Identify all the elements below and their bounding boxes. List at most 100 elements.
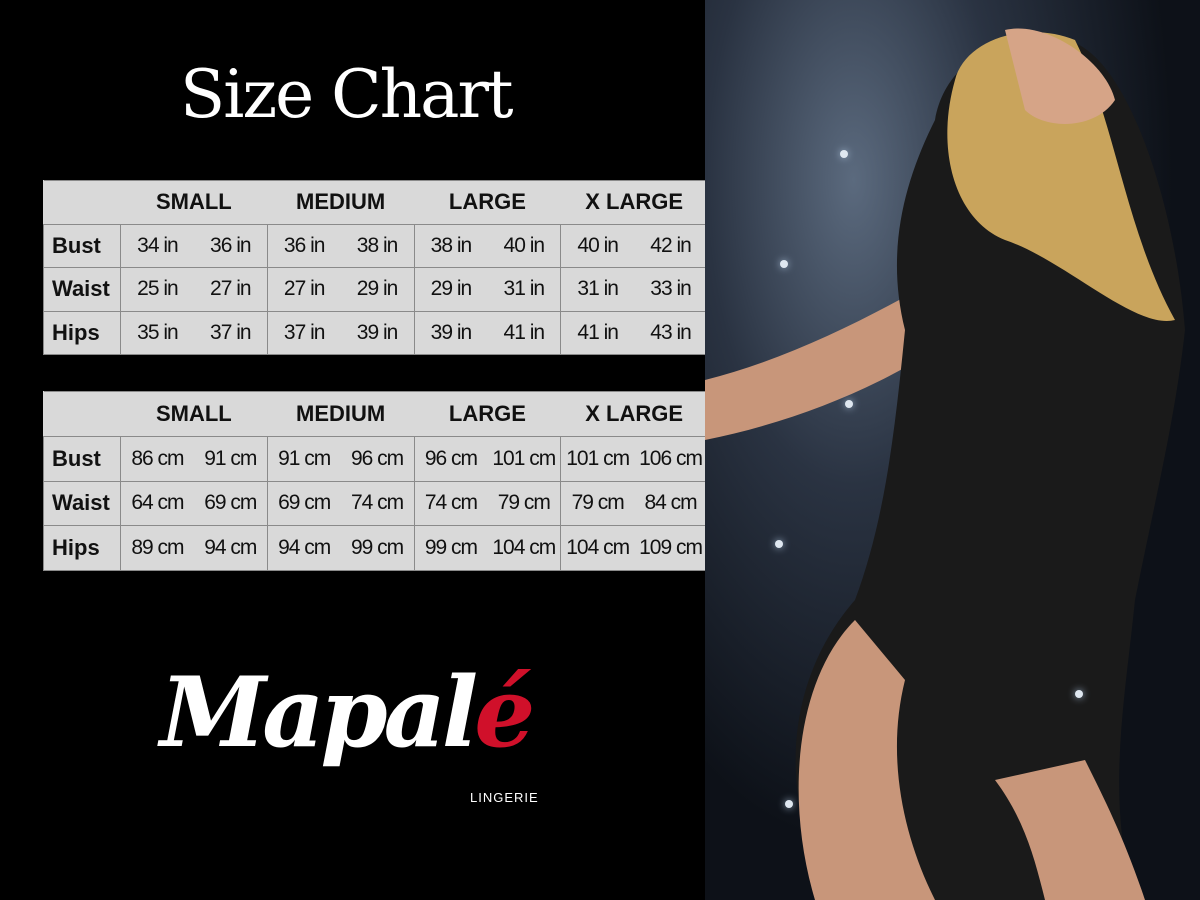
max-value: 84 cm <box>644 491 697 515</box>
size-range-cell: 40 in 42 in <box>560 223 708 268</box>
max-value: 36 in <box>210 233 252 257</box>
table-row: Waist 64 cm 69 cm 69 cm 74 cm 74 cm 79 cm 79 cm… <box>43 480 708 527</box>
max-value: 74 cm <box>350 491 404 515</box>
measure-label: Bust <box>43 223 121 268</box>
logo-wordmark: Mapalé <box>160 665 535 761</box>
max-value: 31 in <box>503 277 546 301</box>
min-value: 40 in <box>577 233 619 257</box>
size-header: LARGE <box>414 391 561 437</box>
size-header: MEDIUM <box>267 180 414 225</box>
size-range-cell: 74 cm 79 cm <box>413 480 562 527</box>
min-value: 25 in <box>137 277 179 301</box>
measure-label: Hips <box>43 310 121 355</box>
size-header: X LARGE <box>560 180 708 225</box>
measure-label: Waist <box>43 480 121 527</box>
max-value: 99 cm <box>350 536 404 560</box>
max-value: 38 in <box>356 233 399 257</box>
min-value: 29 in <box>430 277 473 301</box>
min-value: 91 cm <box>278 446 331 470</box>
size-range-cell: 96 cm 101 cm <box>413 435 562 482</box>
size-range-cell: 39 in 41 in <box>413 310 562 355</box>
page-title: Size Chart <box>180 56 514 133</box>
logo-subtitle: LINGERIE <box>470 790 539 805</box>
tuft-button <box>845 400 853 408</box>
size-range-cell: 64 cm 69 cm <box>120 480 268 527</box>
size-header: SMALL <box>120 180 268 225</box>
min-value: 36 in <box>283 233 326 257</box>
table-row: Hips 89 cm 94 cm 94 cm 99 cm 99 cm 104 cm 104 c… <box>43 525 708 571</box>
max-value: 41 in <box>503 320 546 344</box>
max-value: 109 cm <box>639 536 703 560</box>
header-row: SMALL MEDIUM LARGE X LARGE <box>43 391 708 437</box>
size-range-cell: 104 cm 109 cm <box>560 525 708 571</box>
model-photo <box>705 0 1200 900</box>
size-range-cell: 101 cm 106 cm <box>560 435 708 482</box>
size-header: MEDIUM <box>267 391 414 437</box>
size-range-cell: 29 in 31 in <box>413 267 562 312</box>
size-range-cell: 79 cm 84 cm <box>560 480 708 527</box>
measure-label: Waist <box>43 267 121 312</box>
max-value: 91 cm <box>204 446 257 470</box>
min-value: 27 in <box>283 277 326 301</box>
min-value: 64 cm <box>131 491 184 515</box>
table-row: Hips 35 in 37 in 37 in 39 in 39 in 41 in 41 in 4… <box>43 310 708 355</box>
table-row: Bust 86 cm 91 cm 91 cm 96 cm 96 cm 101 cm 101 c… <box>43 435 708 482</box>
size-range-cell: 94 cm 99 cm <box>266 525 415 571</box>
max-value: 40 in <box>503 233 546 257</box>
size-range-cell: 99 cm 104 cm <box>413 525 562 571</box>
max-value: 96 cm <box>350 446 404 470</box>
min-value: 31 in <box>577 277 619 301</box>
tuft-button <box>780 260 788 268</box>
max-value: 104 cm <box>492 536 556 560</box>
min-value: 101 cm <box>566 446 630 470</box>
max-value: 43 in <box>650 320 692 344</box>
tuft-button <box>840 150 848 158</box>
model-figure <box>705 28 1185 900</box>
max-value: 101 cm <box>492 446 556 470</box>
max-value: 42 in <box>650 233 692 257</box>
size-range-cell: 36 in 38 in <box>266 223 415 268</box>
size-header: LARGE <box>414 180 561 225</box>
size-range-cell: 34 in 36 in <box>120 223 268 268</box>
corner-cell <box>43 391 121 437</box>
size-header: X LARGE <box>560 391 708 437</box>
max-value: 106 cm <box>639 446 703 470</box>
max-value: 69 cm <box>204 491 257 515</box>
size-range-cell: 41 in 43 in <box>560 310 708 355</box>
min-value: 41 in <box>577 320 619 344</box>
size-range-cell: 27 in 29 in <box>266 267 415 312</box>
size-range-cell: 25 in 27 in <box>120 267 268 312</box>
tuft-button <box>1075 690 1083 698</box>
max-value: 39 in <box>356 320 399 344</box>
max-value: 27 in <box>210 277 252 301</box>
max-value: 94 cm <box>204 536 257 560</box>
min-value: 39 in <box>430 320 473 344</box>
table-row: Bust 34 in 36 in 36 in 38 in 38 in 40 in 40 in 4… <box>43 223 708 268</box>
corner-cell <box>43 180 121 225</box>
table-row: Waist 25 in 27 in 27 in 29 in 29 in 31 in 31 in… <box>43 267 708 312</box>
size-range-cell: 37 in 39 in <box>266 310 415 355</box>
max-value: 29 in <box>356 277 399 301</box>
min-value: 99 cm <box>424 536 478 560</box>
measure-label: Hips <box>43 525 121 571</box>
logo-main: Mapal <box>160 656 478 769</box>
min-value: 37 in <box>283 320 326 344</box>
brand-logo: Mapalé LINGERIE <box>160 665 600 815</box>
min-value: 38 in <box>430 233 473 257</box>
size-range-cell: 91 cm 96 cm <box>266 435 415 482</box>
size-table-cm: SMALL MEDIUM LARGE X LARGE Bust 86 cm 91 cm 91 … <box>43 391 708 571</box>
min-value: 94 cm <box>278 536 331 560</box>
min-value: 34 in <box>137 233 179 257</box>
min-value: 89 cm <box>131 536 184 560</box>
min-value: 35 in <box>137 320 179 344</box>
tuft-button <box>785 800 793 808</box>
size-table-inches: SMALL MEDIUM LARGE X LARGE Bust 34 in 36 in 36 … <box>43 180 708 355</box>
min-value: 104 cm <box>566 536 630 560</box>
logo-accent: é <box>474 656 535 769</box>
header-row: SMALL MEDIUM LARGE X LARGE <box>43 180 708 225</box>
size-range-cell: 86 cm 91 cm <box>120 435 268 482</box>
size-range-cell: 35 in 37 in <box>120 310 268 355</box>
min-value: 74 cm <box>424 491 478 515</box>
size-range-cell: 38 in 40 in <box>413 223 562 268</box>
size-range-cell: 89 cm 94 cm <box>120 525 268 571</box>
